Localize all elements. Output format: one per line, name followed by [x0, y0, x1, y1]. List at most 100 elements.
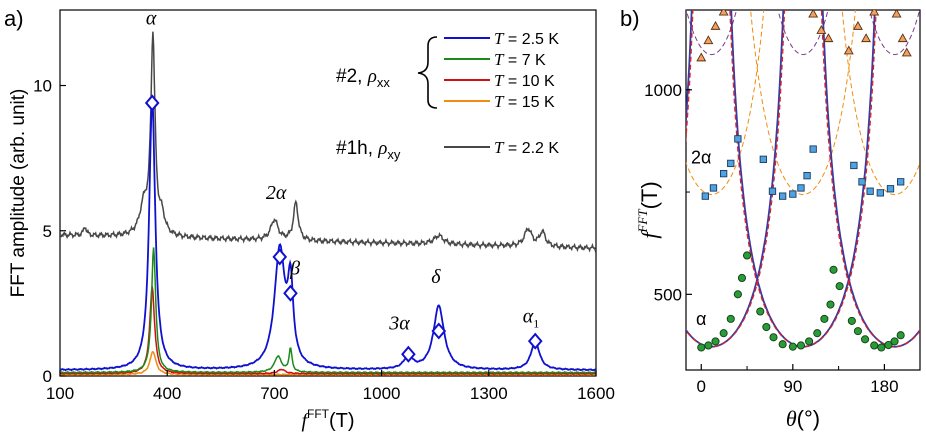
- alpha-point: [847, 316, 856, 325]
- panel-b-xlabel-unit: (°): [797, 406, 820, 431]
- series-line-2.5K: [60, 96, 596, 372]
- two-alpha-point: [759, 155, 767, 163]
- peak-annotation: α: [146, 8, 157, 30]
- peak-marker: [401, 345, 416, 363]
- peak-marker: [283, 284, 298, 302]
- alpha-point: [719, 329, 728, 338]
- alpha-point: [861, 335, 870, 344]
- legend-entry-2.5K: T = 2.5 K: [494, 29, 559, 48]
- panel-a-ylabel: FFT amplitude (arb. unit): [8, 89, 29, 298]
- alpha-point: [820, 314, 829, 323]
- two-alpha-point: [803, 172, 811, 180]
- alpha-point: [733, 290, 742, 299]
- peak-marker: [144, 94, 160, 112]
- two-alpha-point: [779, 192, 787, 200]
- two-alpha-curve: [686, 10, 765, 195]
- triangle-point: [718, 10, 729, 16]
- alpha-point: [829, 265, 838, 274]
- peak-annotation: β: [289, 257, 300, 279]
- alpha-point: [726, 314, 735, 323]
- series-line-15K: [60, 350, 596, 376]
- two-alpha-curve: [750, 10, 856, 195]
- alpha-point: [870, 341, 879, 350]
- triangle-point: [861, 33, 872, 43]
- triangle-point: [703, 35, 714, 45]
- two-alpha-point: [858, 178, 866, 186]
- peak-annotation: 3α: [388, 313, 410, 335]
- triangle-point: [808, 10, 819, 18]
- panel-a-xlabel-main: f: [301, 410, 309, 432]
- panel-b-xtick-label: 180: [870, 377, 898, 396]
- alpha-fit-curve: [821, 10, 920, 348]
- alpha-point: [704, 341, 713, 350]
- panel-a-label: a): [4, 6, 24, 31]
- two-alpha-point: [809, 145, 817, 153]
- two-alpha-point: [897, 178, 905, 186]
- alpha-point: [742, 251, 752, 260]
- triangle-point: [843, 45, 854, 55]
- two-alpha-point: [719, 169, 728, 178]
- alpha-point: [778, 340, 787, 349]
- alpha-model-curve: [686, 10, 786, 348]
- triangle-point: [891, 10, 902, 18]
- two-alpha-point: [709, 184, 718, 192]
- legend-group1-label: #2, ρxx: [336, 66, 390, 90]
- legend-group2-prefix: #1h,: [336, 138, 373, 159]
- panel-a-xtick-label: 700: [260, 384, 288, 403]
- panel-a-ytick-label: 5: [43, 222, 52, 241]
- panel-a-xtick-label: 1000: [363, 384, 401, 403]
- panel-a-xtick-label: 1300: [470, 384, 508, 403]
- legend-entry-15K: T = 15 K: [494, 92, 555, 111]
- panel-b-xtick-label: 0: [697, 377, 706, 396]
- alpha-point: [756, 307, 765, 316]
- peak-annotation: α1: [523, 305, 540, 330]
- panel-a-xtick-label: 400: [153, 384, 181, 403]
- panel-a-frame: [59, 9, 597, 377]
- panel-b-ylabel-unit: (T): [637, 181, 662, 209]
- peak-marker: [527, 332, 543, 350]
- triangle-curve: [868, 10, 920, 56]
- legend-entry-2.2K: T = 2.2 K: [494, 138, 559, 157]
- legend-entry-10K: T = 10 K: [494, 71, 555, 90]
- panel-b-branch-label: 2α: [691, 147, 711, 167]
- panel-b-ytick-label: 500: [654, 285, 682, 304]
- two-alpha-point: [701, 192, 709, 200]
- legend-group1-rho: ρ: [367, 66, 377, 87]
- alpha-point: [711, 337, 720, 346]
- legend-group1-sub: xx: [377, 75, 391, 90]
- alpha-point: [896, 331, 905, 340]
- legend-brace: [417, 36, 438, 109]
- panel-b-label: b): [620, 6, 640, 31]
- panel-b-ylabel-sup: FFT: [635, 209, 650, 234]
- legend-group2-label: #1h, ρxy: [336, 138, 401, 162]
- two-alpha-point: [734, 135, 742, 143]
- panel-b-xlabel: θ(°): [786, 406, 820, 431]
- alpha-point: [813, 329, 822, 338]
- legend: #2, ρxx #1h, ρxy T = 2.5 KT = 7 KT = 10 …: [336, 29, 559, 162]
- two-alpha-point: [727, 159, 735, 168]
- alpha-point: [884, 340, 893, 350]
- panel-b-ytick-label: 1000: [644, 81, 682, 100]
- two-alpha-point: [886, 185, 895, 193]
- triangle-point: [710, 20, 721, 30]
- triangle-point: [823, 33, 834, 43]
- panel-a-xlabel-unit: (T): [329, 410, 355, 432]
- panel-a-ytick-label: 0: [43, 367, 52, 386]
- panel-b-xtick-label: 90: [783, 377, 802, 396]
- alpha-point: [853, 327, 862, 336]
- alpha-point: [877, 343, 886, 352]
- panel-b-branch-label: α: [696, 309, 706, 329]
- alpha-fit-curve: [730, 10, 876, 348]
- alpha-point: [796, 341, 806, 350]
- panel-a-xtick-label: 100: [46, 384, 74, 403]
- triangle-curve: [777, 10, 829, 56]
- two-alpha-point: [850, 161, 858, 170]
- triangle-point: [897, 33, 908, 43]
- series-line-2.2K: [60, 31, 596, 253]
- two-alpha-point: [876, 189, 884, 197]
- alpha-point: [788, 342, 797, 351]
- legend-group2-rho: ρ: [377, 138, 387, 159]
- alpha-point: [762, 322, 771, 332]
- two-alpha-point: [789, 190, 797, 198]
